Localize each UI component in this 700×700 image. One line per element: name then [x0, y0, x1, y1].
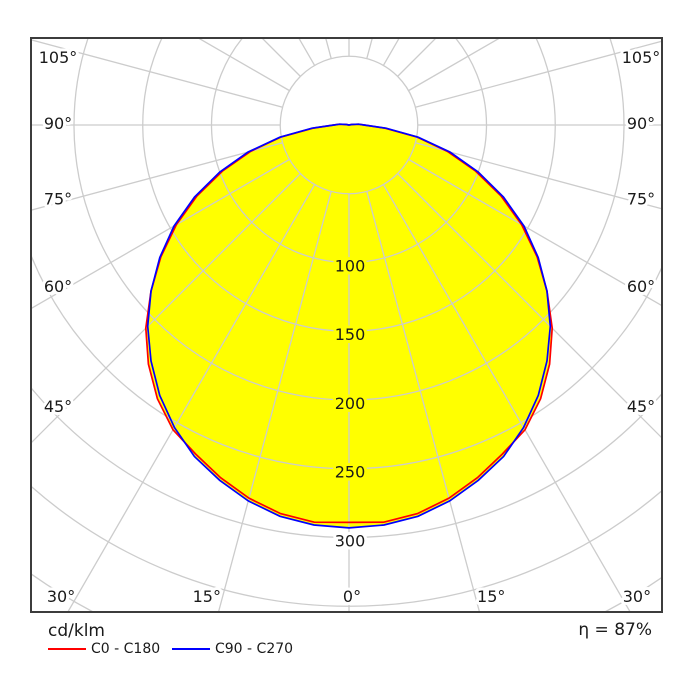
legend-item-c0-c180: C0 - C180	[48, 640, 160, 658]
angle-label-left-60: 60°	[44, 277, 72, 296]
angle-label-right-60: 60°	[627, 277, 655, 296]
radial-label-200: 200	[335, 394, 366, 413]
legend-label-c0-c180: C0 - C180	[91, 641, 161, 657]
grid-ray-285	[32, 142, 283, 211]
angle-label-bottom-right-15: 15°	[477, 587, 505, 606]
grid-ray-300	[32, 158, 290, 309]
grid-ray-165	[366, 39, 373, 59]
legend-item-c90-c270: C90 - C270	[172, 640, 293, 658]
grid-ray-345	[218, 191, 332, 611]
angle-label-bottom-right-30: 30°	[623, 587, 651, 606]
c90-c270-curve	[146, 123, 552, 529]
c0-c180-line-swatch	[48, 648, 86, 650]
chart-frame	[30, 37, 663, 613]
chart-labels: 100 150 200 250 300 45° 45° 60° 60° 75° 75° 90° 90° 1…	[36, 45, 664, 609]
angle-label-right-90: 90°	[627, 114, 655, 133]
grid-ray-120	[408, 39, 500, 92]
grid-ray-75	[415, 142, 661, 210]
radial-label-250: 250	[335, 463, 366, 482]
c90-c270-line-swatch	[172, 648, 210, 650]
efficiency-value: η = 87%	[578, 620, 652, 640]
grid-ray-240	[198, 39, 290, 92]
radial-label-100: 100	[335, 256, 366, 275]
grid-ray-255	[32, 39, 283, 108]
angle-label-bottom-left-30: 30°	[47, 587, 75, 606]
radial-label-300: 300	[335, 531, 366, 550]
grid-ray-105	[415, 40, 661, 108]
grid-ray-195	[325, 39, 332, 59]
angle-label-bottom-left-15: 15°	[193, 587, 221, 606]
grid-ray-15	[366, 191, 480, 611]
angle-label-left-45: 45°	[44, 397, 72, 416]
grid-ray-60	[408, 158, 661, 306]
units-label: cd/klm	[48, 621, 105, 641]
angle-label-left-105: 105°	[39, 48, 78, 67]
radial-label-150: 150	[335, 325, 366, 344]
grid-ray-330	[67, 184, 316, 611]
grid-ray-45	[397, 173, 661, 438]
angle-label-right-45: 45°	[627, 397, 655, 416]
grid-ray-30	[382, 184, 631, 611]
angle-label-right-75: 75°	[627, 190, 655, 209]
legend-label-c90-c270: C90 - C270	[215, 641, 294, 657]
angle-label-bottom-0: 0°	[343, 587, 361, 606]
angle-label-right-105: 105°	[622, 48, 661, 67]
angle-label-left-75: 75°	[44, 190, 72, 209]
angle-label-left-90: 90°	[44, 114, 72, 133]
grid-ray-315	[32, 173, 301, 443]
